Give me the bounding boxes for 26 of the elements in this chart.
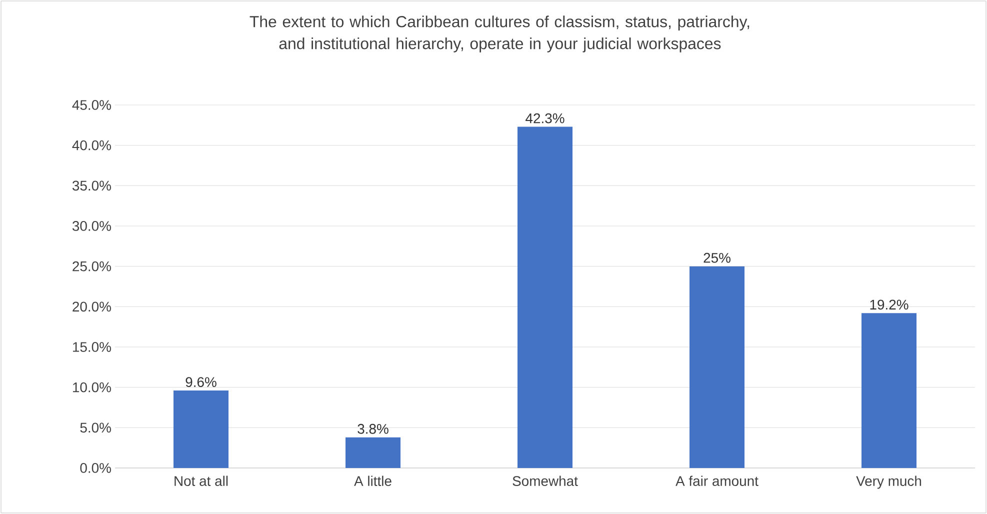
bar (174, 390, 229, 468)
chart-title: The extent to which Caribbean cultures of classism, status, patriarchy, and institutional hierarchy, operate in your judicial workspaces (250, 16, 750, 52)
y-tick-label: 20.0% (72, 302, 111, 312)
data-label: 25% (704, 252, 730, 263)
x-tick-label: Somewhat (512, 476, 578, 486)
y-tick-label: 10.0% (73, 382, 111, 392)
x-tick-label: A fair amount (676, 476, 758, 486)
bar (346, 437, 401, 468)
x-tick-label: Not at all (174, 476, 228, 486)
y-tick-label: 0.0% (80, 463, 111, 473)
x-tick-label: Very much (856, 476, 922, 489)
y-tick-label: 25.0% (72, 261, 111, 272)
y-tick-label: 35.0% (72, 180, 111, 191)
y-tick-label: 15.0% (73, 342, 111, 352)
bar (862, 313, 917, 468)
y-tick-label: 45.0% (72, 100, 111, 110)
data-label: 9.6% (186, 377, 216, 388)
y-tick-label: 30.0% (72, 221, 111, 231)
data-label: 19.2% (870, 300, 908, 310)
bar (518, 126, 573, 468)
y-tick-label: 40.0% (72, 140, 111, 150)
bar (690, 266, 745, 468)
data-label: 3.8% (358, 424, 388, 434)
x-tick-label: A little (354, 476, 392, 486)
y-tick-label: 5.0% (80, 422, 111, 433)
data-label: 42.3% (526, 113, 564, 124)
